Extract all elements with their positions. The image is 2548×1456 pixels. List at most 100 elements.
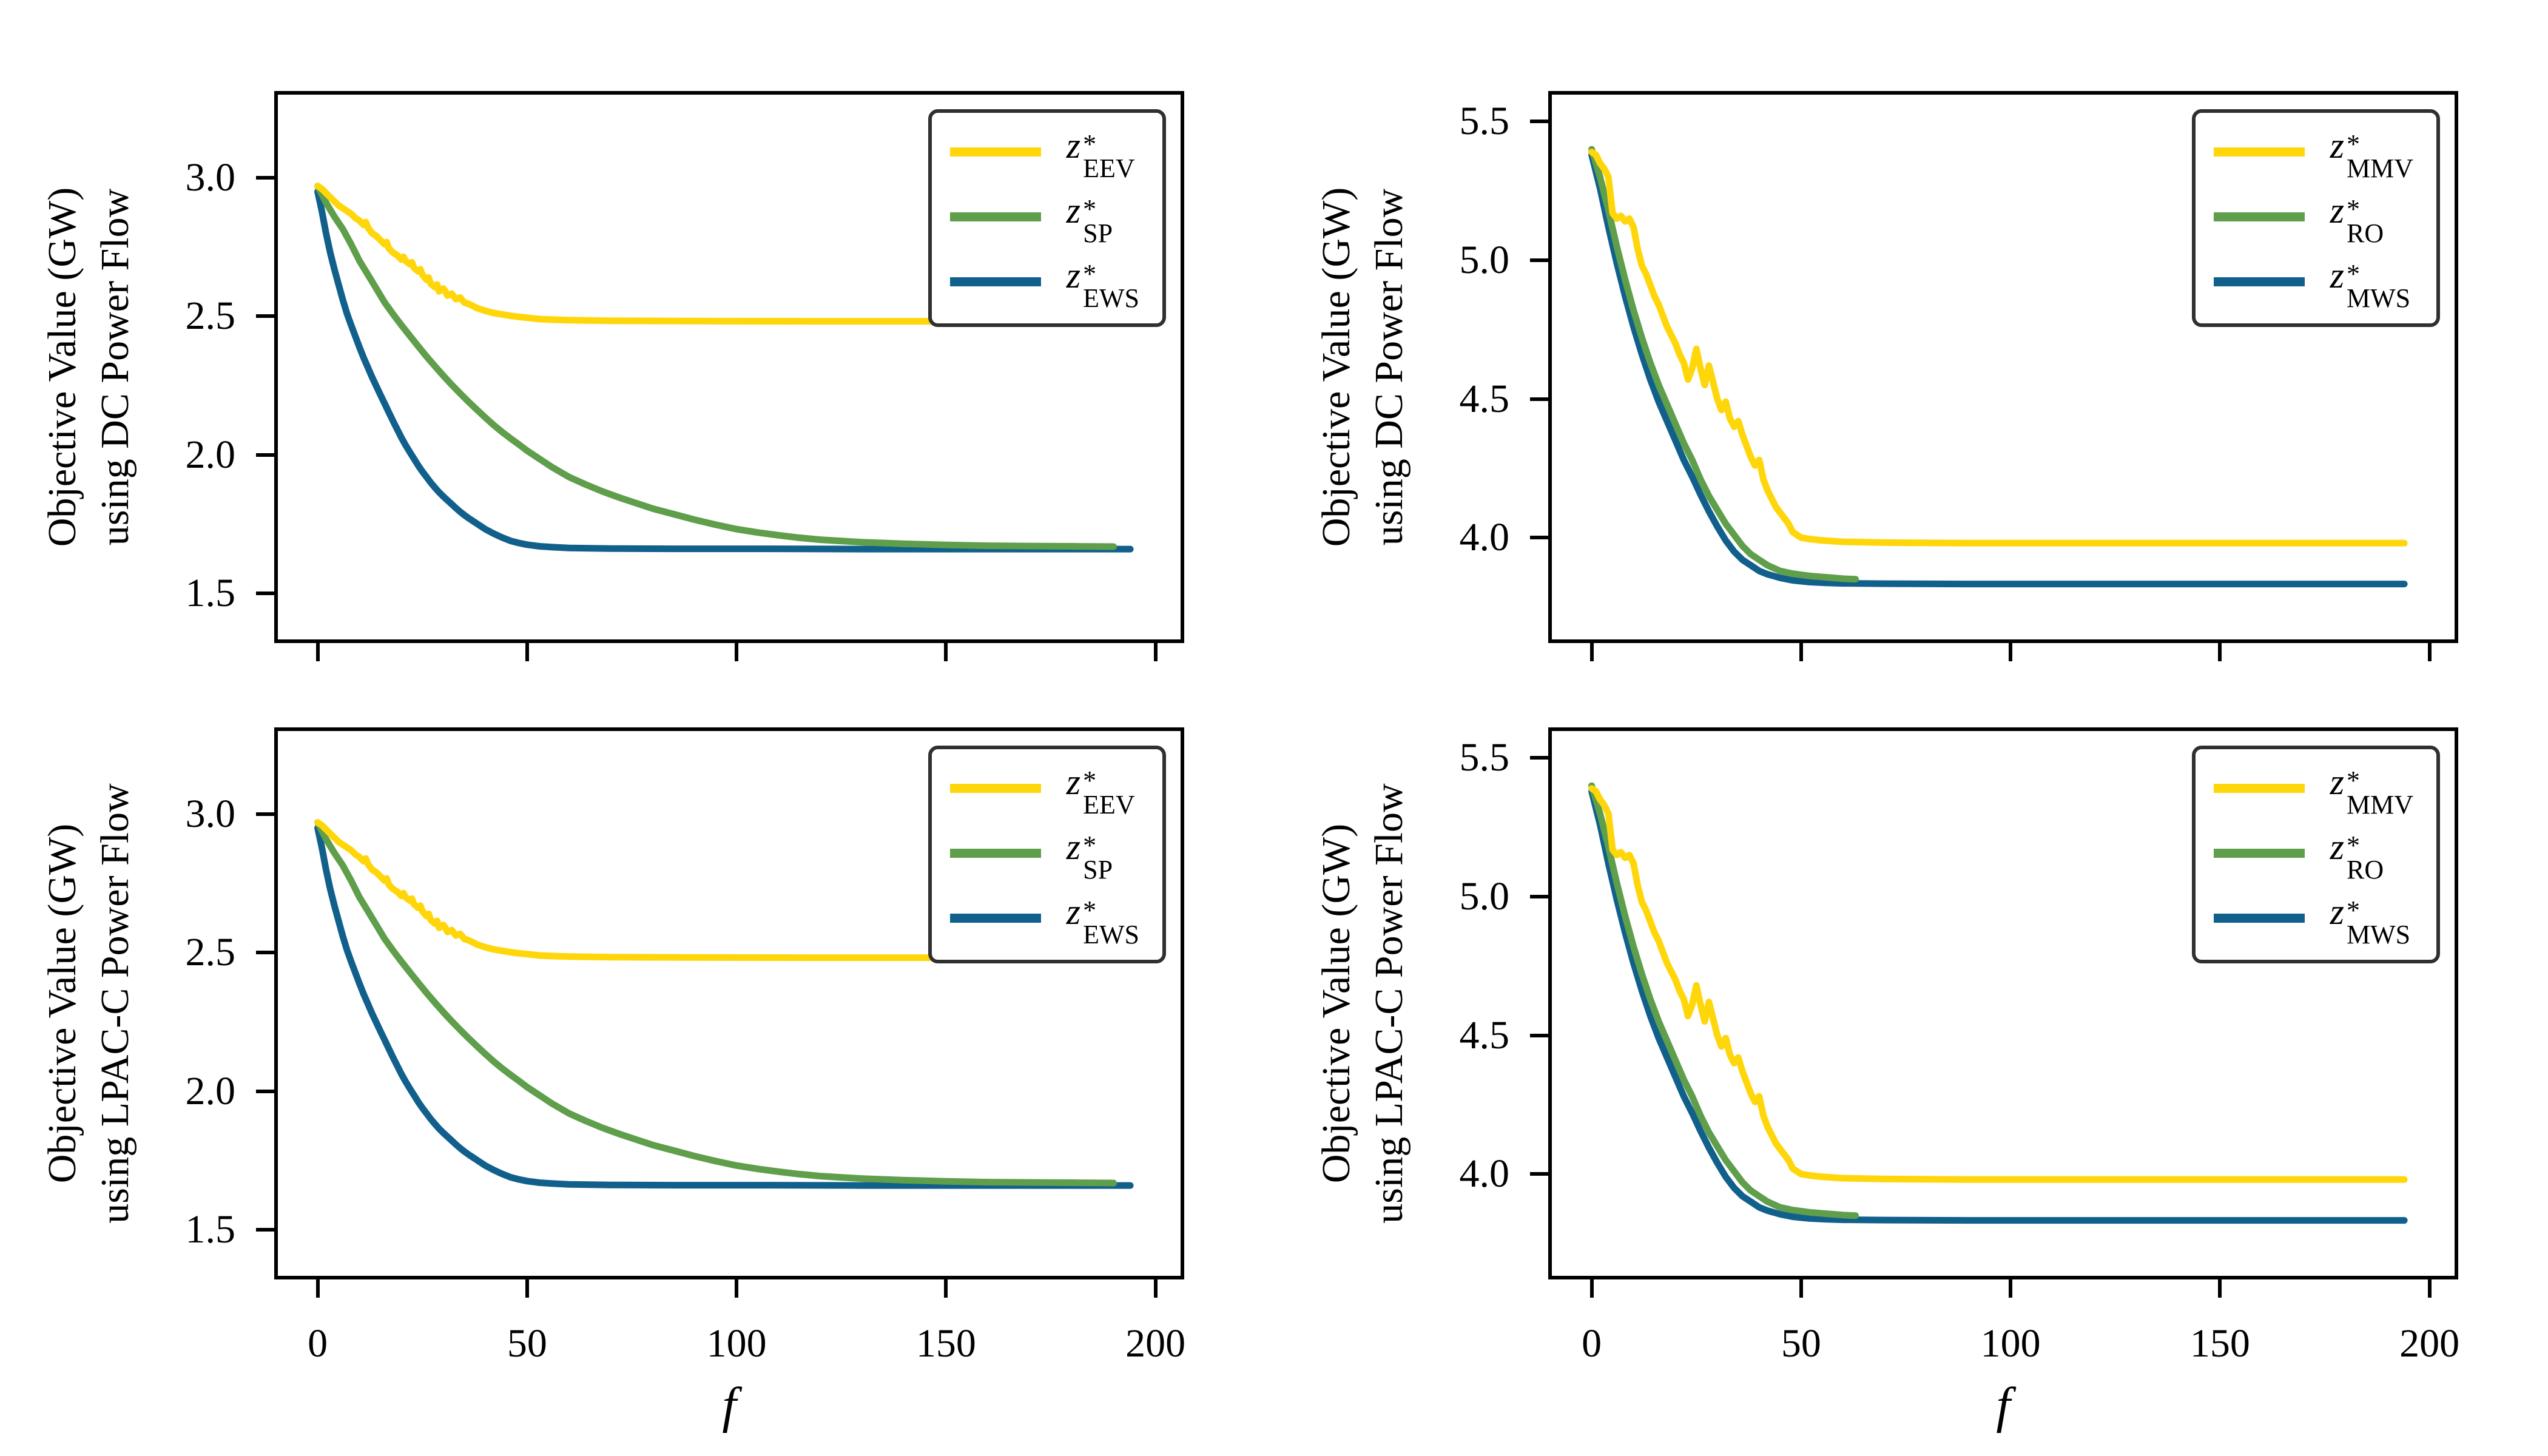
y-tick-mark: [1530, 397, 1548, 401]
x-tick-mark: [2218, 643, 2222, 661]
x-tick-mark: [944, 643, 948, 661]
legend-label-ro: z * RO: [2330, 192, 2384, 247]
legend-label-ews: z * EWS: [1067, 257, 1139, 312]
y-tick-label: 5.0: [1459, 874, 1510, 918]
legend-script: * EEV: [1083, 767, 1135, 820]
legend-label-ews: z * EWS: [1066, 891, 1139, 948]
y-tick-mark: [256, 951, 274, 955]
y-tick-mark: [256, 176, 274, 180]
legend-label-mmv: z * MMV: [2330, 762, 2413, 818]
x-tick-label: 100: [1980, 1321, 2041, 1366]
legend-script: * EEV: [1083, 129, 1135, 184]
legend-var: z: [1066, 190, 1081, 231]
legend-sub: EWS: [1083, 283, 1139, 314]
y-tick-mark: [1530, 120, 1548, 124]
plot-area: [314, 183, 1134, 553]
legend-sup: *: [1083, 258, 1097, 289]
x-tick-mark: [1799, 643, 1803, 661]
series-line-z-ews: [314, 824, 1134, 1189]
legend-sub: MWS: [2346, 920, 2411, 950]
y-tick-mark: [1530, 756, 1548, 760]
legend-swatch-mmv: [2213, 783, 2305, 793]
legend-script: * EWS: [1083, 258, 1139, 314]
x-tick-label: 150: [2189, 1321, 2250, 1366]
y-axis-label-line1: Objective Value (GW): [1313, 187, 1358, 547]
legend-sup: *: [2346, 766, 2360, 795]
x-tick-label: 0: [1582, 1321, 1602, 1366]
legend-sup: *: [2346, 129, 2360, 159]
y-axis-label-line2: using LPAC-C Power Flow: [93, 783, 137, 1224]
subplot-dc-right: Objective Value (GW) using DC Power Flow…: [1314, 91, 2458, 661]
series-line-z-eev: [314, 183, 1134, 325]
legend-sub: SP: [1083, 855, 1113, 885]
legend-var: z: [2330, 255, 2344, 295]
legend-swatch-mmv: [2213, 147, 2305, 157]
x-tick-label: 0: [308, 1321, 328, 1366]
y-tick-label: 1.5: [185, 571, 236, 616]
legend-swatch-ews: [949, 277, 1041, 286]
legend-item: z * RO: [2213, 192, 2413, 247]
x-tick-mark: [315, 643, 320, 661]
subplot-lpac-right: Objective Value (GW) using LPAC-C Power …: [1314, 727, 2459, 1434]
subplot-lpac-left: Objective Value (GW) using LPAC-C Power …: [40, 727, 1185, 1434]
legend-sup: *: [2346, 830, 2360, 860]
legend-swatch-mws: [2213, 913, 2305, 923]
legend-sub: SP: [1083, 218, 1113, 249]
legend-sup: *: [2346, 258, 2360, 289]
plot-area: [1588, 782, 2408, 1224]
legend-label-eev: z * EEV: [1067, 764, 1135, 818]
y-tick-label: 4.0: [1459, 1151, 1510, 1196]
legend-sup: *: [1083, 830, 1097, 860]
y-tick-mark: [1530, 1172, 1548, 1176]
series-line-z-ro: [1588, 146, 1859, 583]
series-line-z-sp: [314, 183, 1117, 550]
y-tick-mark: [1530, 258, 1548, 262]
legend-item: z * EWS: [949, 891, 1139, 948]
legend-swatch-ro: [2213, 848, 2305, 858]
y-tick-label: 5.5: [1459, 99, 1510, 144]
x-tick-mark: [525, 1279, 529, 1298]
y-tick-label: 5.5: [1459, 735, 1510, 780]
legend-var: z: [2330, 762, 2344, 802]
legend-sup: *: [1083, 129, 1097, 159]
legend-sub: RO: [2346, 218, 2384, 249]
legend-var: z: [1066, 891, 1081, 932]
legend-item: z * MWS: [2213, 894, 2413, 948]
x-tick-mark: [944, 1279, 948, 1298]
legend-sup: *: [2346, 194, 2360, 224]
legend-sub: MMV: [2346, 153, 2413, 184]
legend-var: z: [2330, 126, 2344, 166]
legend-script: * SP: [1083, 194, 1113, 249]
legend-item: z * RO: [2213, 826, 2413, 883]
legend-script: * MMV: [2346, 129, 2413, 184]
y-tick-label: 2.5: [185, 930, 236, 975]
legend-item: z * EEV: [949, 127, 1139, 182]
legend-swatch-mws: [2213, 277, 2305, 286]
x-tick-mark: [525, 643, 529, 661]
plot-area: [1588, 146, 2408, 588]
y-tick-mark: [256, 314, 274, 318]
legend: z * MMV z * RO z * MWS: [2191, 746, 2440, 963]
legend-sup: *: [1083, 194, 1097, 224]
y-tick-label: 2.0: [185, 432, 236, 477]
series-line-z-mws: [1588, 787, 2408, 1224]
x-tick-mark: [1153, 1279, 1158, 1298]
x-tick-mark: [2427, 1279, 2432, 1298]
x-tick-mark: [735, 643, 739, 661]
x-tick-mark: [315, 1279, 320, 1298]
series-line-z-eev: [314, 819, 1134, 962]
y-axis-label-line1: Objective Value (GW): [39, 187, 84, 547]
legend-sub: EEV: [1083, 153, 1135, 184]
legend-script: * RO: [2346, 194, 2384, 249]
legend-sup: *: [1083, 895, 1097, 925]
legend-var: z: [2330, 826, 2344, 867]
legend-var: z: [1066, 826, 1081, 867]
legend-label-sp: z * SP: [1066, 826, 1113, 883]
legend-item: z * MMV: [2213, 126, 2413, 182]
legend-label-ro: z * RO: [2330, 826, 2384, 883]
legend: z * EEV z * SP z * EWS: [928, 746, 1166, 963]
x-tick-label: 50: [507, 1321, 547, 1366]
x-tick-mark: [2427, 643, 2432, 661]
legend-sub: EEV: [1083, 790, 1135, 820]
y-tick-label: 4.0: [1459, 515, 1510, 560]
